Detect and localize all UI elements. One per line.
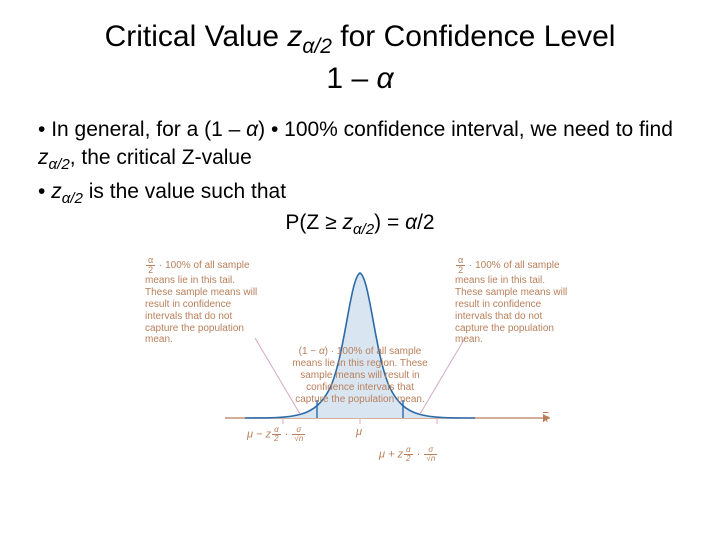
axis-variable-xbar: x	[543, 413, 549, 425]
axis-label-left: μ − zα2 · σ√n	[247, 426, 306, 443]
formula: P(Z ≥ zα/2) = α/2	[30, 211, 690, 238]
center-annotation: (1 − α) · 100% of all sample means lie i…	[289, 346, 431, 405]
right-tail-annotation: α2 · 100% of all sample means lie in thi…	[455, 256, 575, 346]
slide-title: Critical Value zα/2 for Confidence Level…	[30, 18, 690, 98]
axis-label-mu: μ	[356, 426, 362, 438]
bullet-list: In general, for a (1 – α) • 100% confide…	[38, 116, 690, 210]
axis-label-right: μ + zα2 · σ√n	[379, 446, 438, 463]
normal-distribution-figure: α2 · 100% of all sample means lie in thi…	[145, 248, 575, 473]
left-tail-annotation: α2 · 100% of all sample means lie in thi…	[145, 256, 265, 346]
bullet-1: In general, for a (1 – α) • 100% confide…	[38, 116, 690, 176]
bullet-2: zα/2 is the value such that	[38, 178, 690, 210]
